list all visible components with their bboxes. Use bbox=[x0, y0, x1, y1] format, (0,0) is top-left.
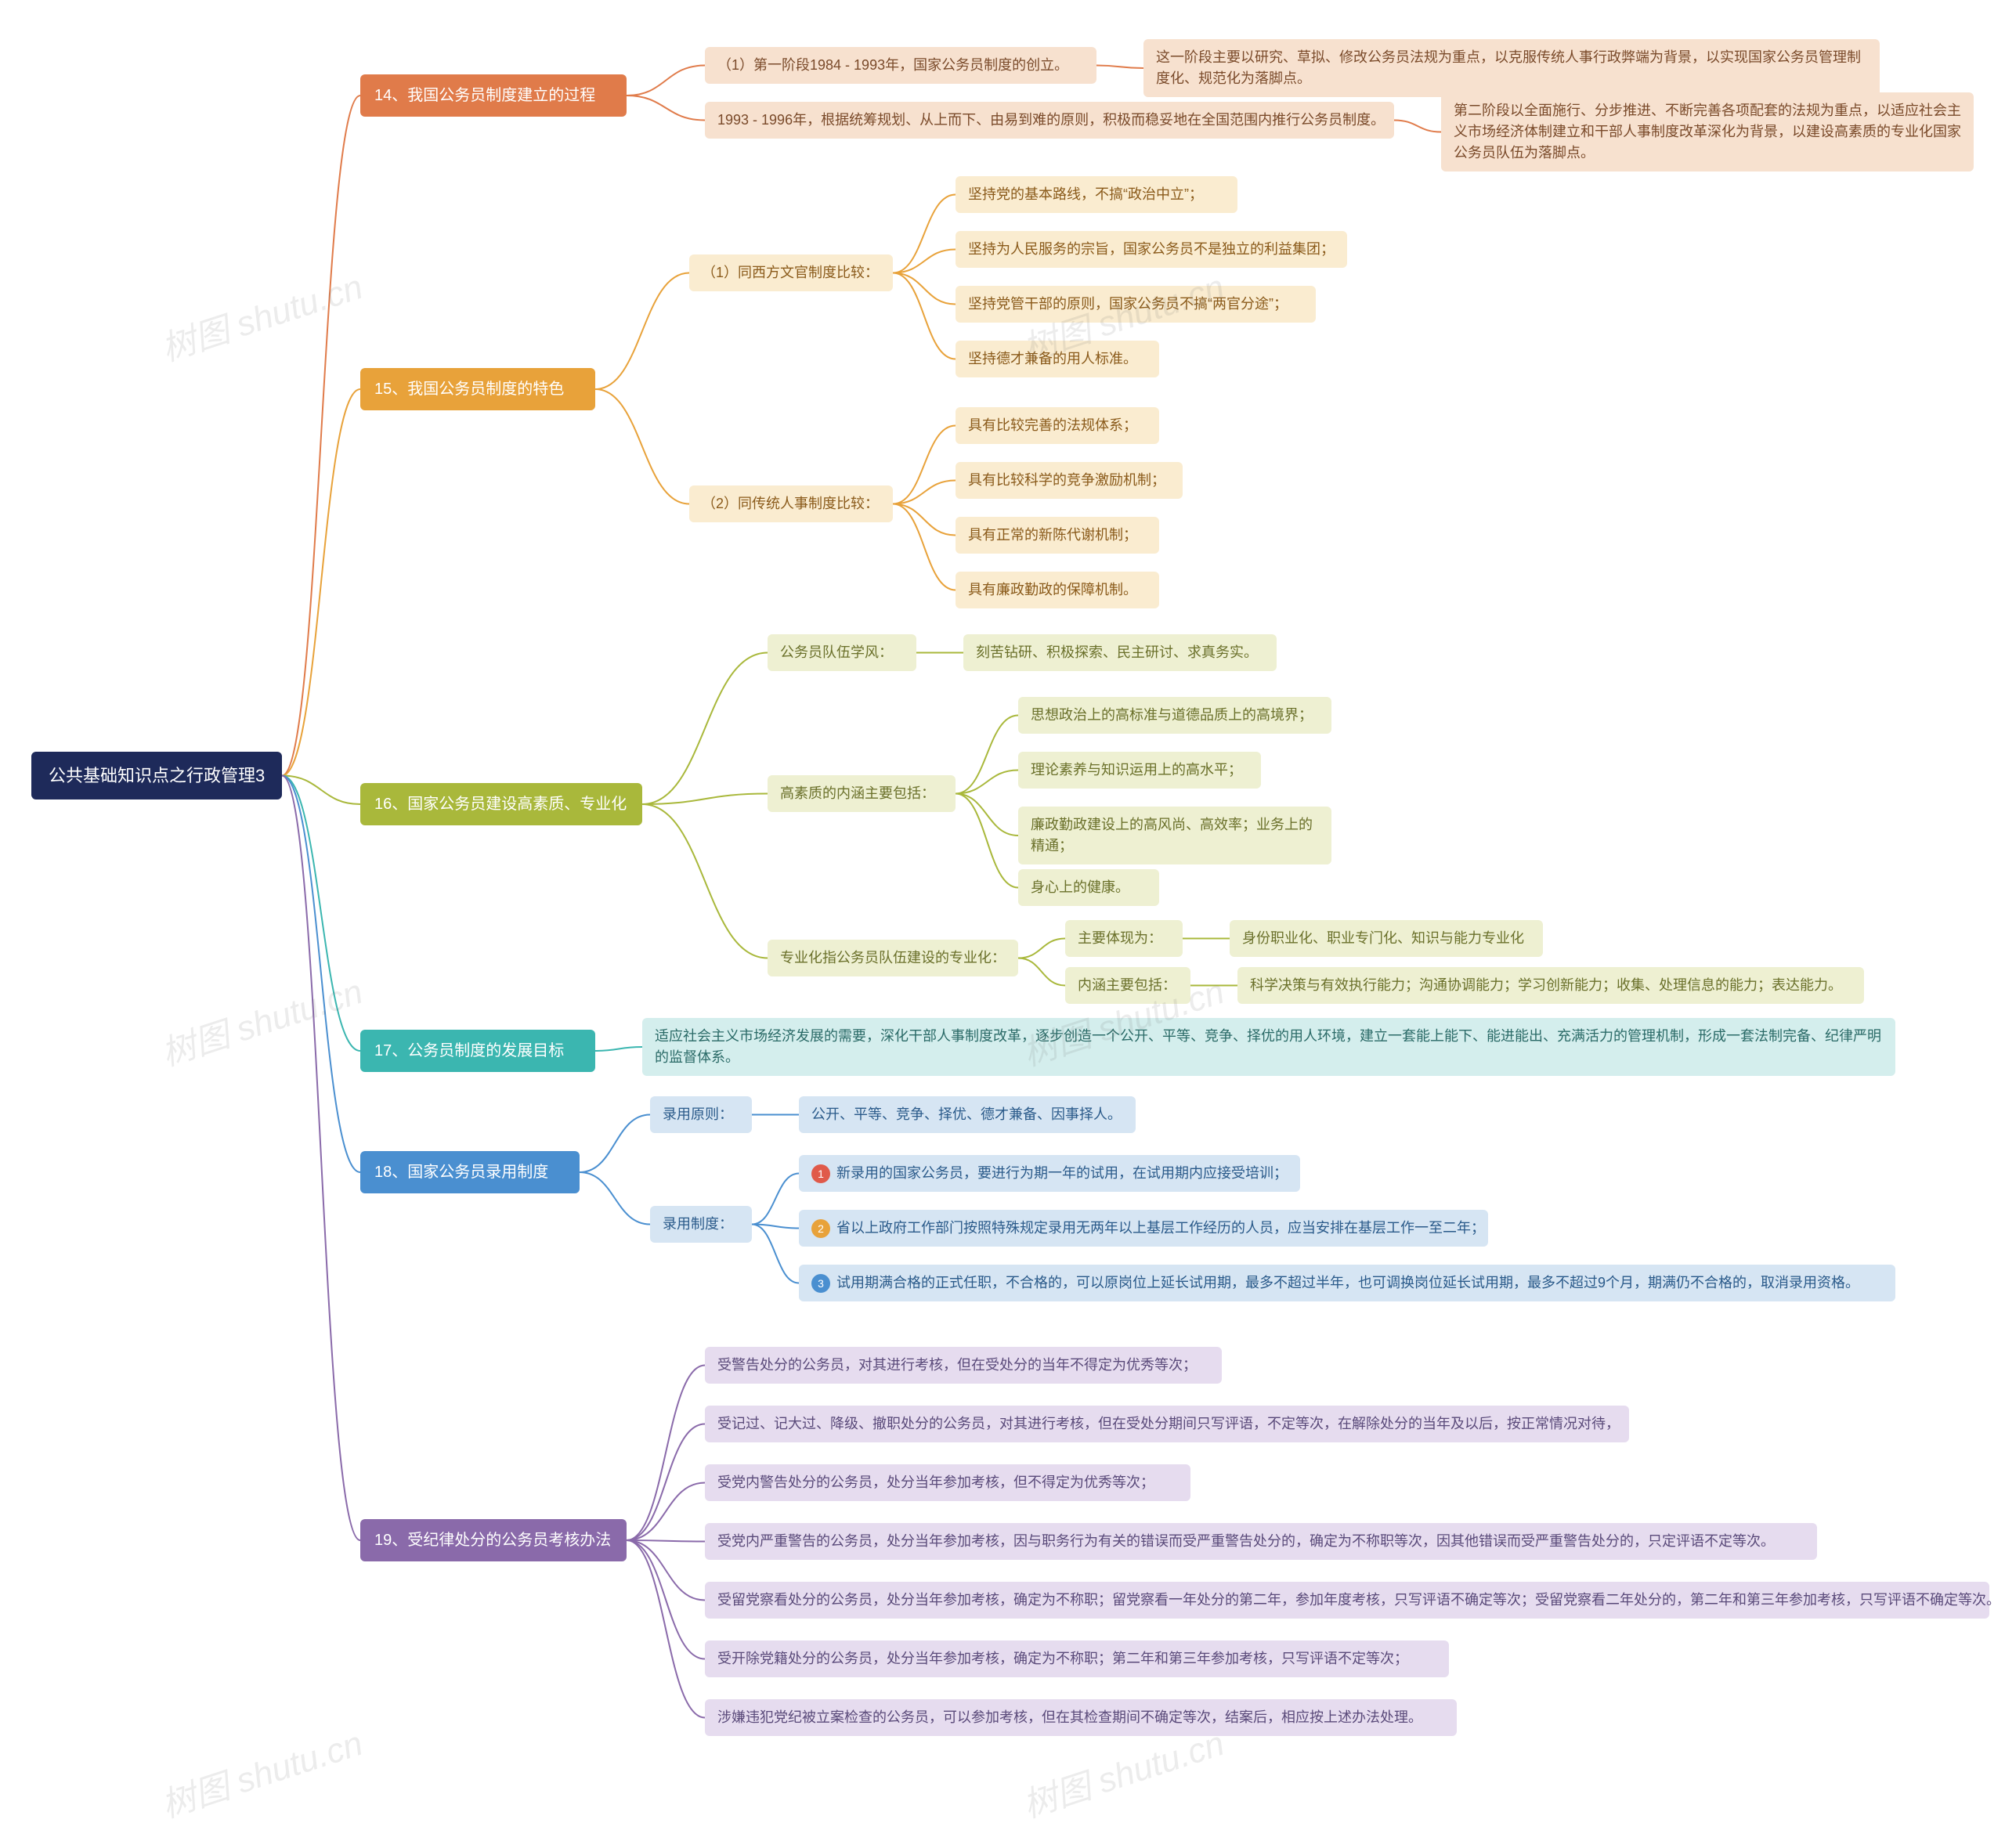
mindmap-node: 2 省以上政府工作部门按照特殊规定录用无两年以上基层工作经历的人员，应当安排在基层… bbox=[799, 1210, 1488, 1247]
node-label: 试用期满合格的正式任职，不合格的，可以原岗位上延长试用期，最多不超过半年，也可调… bbox=[836, 1275, 1859, 1290]
mindmap-node: 科学决策与有效执行能力；沟通协调能力；学习创新能力；收集、处理信息的能力；表达能… bbox=[1237, 967, 1864, 1004]
mindmap-node: 受开除党籍处分的公务员，处分当年参加考核，确定为不称职；第二年和第三年参加考核，… bbox=[705, 1640, 1449, 1677]
mindmap-node: 内涵主要包括： bbox=[1065, 967, 1190, 1004]
mindmap-node: 16、国家公务员建设高素质、专业化 bbox=[360, 783, 642, 825]
watermark: 树图 shutu.cn bbox=[154, 258, 368, 370]
mindmap-node: 19、受纪律处分的公务员考核办法 bbox=[360, 1519, 627, 1561]
number-badge: 2 bbox=[811, 1219, 830, 1238]
mindmap-node: 15、我国公务员制度的特色 bbox=[360, 368, 595, 410]
mindmap-node: 坚持党的基本路线，不搞“政治中立”； bbox=[956, 176, 1237, 213]
mindmap-node: 14、我国公务员制度建立的过程 bbox=[360, 74, 627, 117]
mindmap-node: 专业化指公务员队伍建设的专业化： bbox=[768, 940, 1018, 976]
mindmap-node: 坚持党管干部的原则，国家公务员不搞“两官分途”； bbox=[956, 286, 1316, 323]
mindmap-node: （2）同传统人事制度比较： bbox=[689, 485, 893, 522]
mindmap-node: 受党内严重警告的公务员，处分当年参加考核，因与职务行为有关的错误而受严重警告处分… bbox=[705, 1523, 1817, 1560]
mindmap-node: 思想政治上的高标准与道德品质上的高境界； bbox=[1018, 697, 1331, 734]
mindmap-node: （1）第一阶段1984 - 1993年，国家公务员制度的创立。 bbox=[705, 47, 1096, 84]
mindmap-node: 身份职业化、职业专门化、知识与能力专业化 bbox=[1230, 920, 1543, 957]
mindmap-node: 受留党察看处分的公务员，处分当年参加考核，确定为不称职；留党察看一年处分的第二年… bbox=[705, 1582, 1989, 1619]
node-label: 省以上政府工作部门按照特殊规定录用无两年以上基层工作经历的人员，应当安排在基层工… bbox=[836, 1220, 1485, 1236]
number-badge: 1 bbox=[811, 1164, 830, 1183]
mindmap-node: 1993 - 1996年，根据统筹规划、从上而下、由易到难的原则，积极而稳妥地在… bbox=[705, 102, 1394, 139]
mindmap-node: 具有比较科学的竞争激励机制； bbox=[956, 462, 1183, 499]
mindmap-node: 坚持德才兼备的用人标准。 bbox=[956, 341, 1159, 377]
watermark: 树图 shutu.cn bbox=[154, 963, 368, 1075]
watermark: 树图 shutu.cn bbox=[154, 1715, 368, 1827]
mindmap-node: 坚持为人民服务的宗旨，国家公务员不是独立的利益集团； bbox=[956, 231, 1347, 268]
mindmap-node: 身心上的健康。 bbox=[1018, 869, 1159, 906]
mindmap-node: 录用原则： bbox=[650, 1096, 752, 1133]
mindmap-node: 18、国家公务员录用制度 bbox=[360, 1151, 580, 1193]
mindmap-node: 受党内警告处分的公务员，处分当年参加考核，但不得定为优秀等次； bbox=[705, 1464, 1190, 1501]
connector-layer bbox=[0, 0, 2005, 1848]
mindmap-node: 这一阶段主要以研究、草拟、修改公务员法规为重点，以克服传统人事行政弊端为背景，以… bbox=[1143, 39, 1880, 97]
mindmap-node: 高素质的内涵主要包括： bbox=[768, 775, 956, 812]
mindmap-node: 具有正常的新陈代谢机制； bbox=[956, 517, 1159, 554]
number-badge: 3 bbox=[811, 1274, 830, 1293]
mindmap-node: 廉政勤政建设上的高风尚、高效率；业务上的精通； bbox=[1018, 807, 1331, 864]
mindmap-node: 17、公务员制度的发展目标 bbox=[360, 1030, 595, 1072]
mindmap-node: 公开、平等、竞争、择优、德才兼备、因事择人。 bbox=[799, 1096, 1136, 1133]
mindmap-node: 刻苦钻研、积极探索、民主研讨、求真务实。 bbox=[963, 634, 1277, 671]
mindmap-node: 1 新录用的国家公务员，要进行为期一年的试用，在试用期内应接受培训； bbox=[799, 1155, 1300, 1192]
mindmap-node: 公务员队伍学风： bbox=[768, 634, 916, 671]
mindmap-node: 具有比较完善的法规体系； bbox=[956, 407, 1159, 444]
node-label: 新录用的国家公务员，要进行为期一年的试用，在试用期内应接受培训； bbox=[836, 1165, 1288, 1181]
mindmap-node: 受记过、记大过、降级、撤职处分的公务员，对其进行考核，但在受处分期间只写评语，不… bbox=[705, 1406, 1629, 1442]
mindmap-node: 公共基础知识点之行政管理3 bbox=[31, 752, 282, 799]
mindmap-node: 具有廉政勤政的保障机制。 bbox=[956, 572, 1159, 608]
mindmap-node: （1）同西方文官制度比较： bbox=[689, 254, 893, 291]
mindmap-node: 录用制度： bbox=[650, 1206, 752, 1243]
mindmap-node: 涉嫌违犯党纪被立案检查的公务员，可以参加考核，但在其检查期间不确定等次，结案后，… bbox=[705, 1699, 1457, 1736]
mindmap-node: 3 试用期满合格的正式任职，不合格的，可以原岗位上延长试用期，最多不超过半年，也可… bbox=[799, 1265, 1895, 1301]
mindmap-node: 第二阶段以全面施行、分步推进、不断完善各项配套的法规为重点，以适应社会主义市场经… bbox=[1441, 92, 1974, 171]
mindmap-node: 适应社会主义市场经济发展的需要，深化干部人事制度改革，逐步创造一个公开、平等、竞… bbox=[642, 1018, 1895, 1076]
mindmap-node: 主要体现为： bbox=[1065, 920, 1183, 957]
mindmap-node: 受警告处分的公务员，对其进行考核，但在受处分的当年不得定为优秀等次； bbox=[705, 1347, 1222, 1384]
mindmap-node: 理论素养与知识运用上的高水平； bbox=[1018, 752, 1261, 789]
